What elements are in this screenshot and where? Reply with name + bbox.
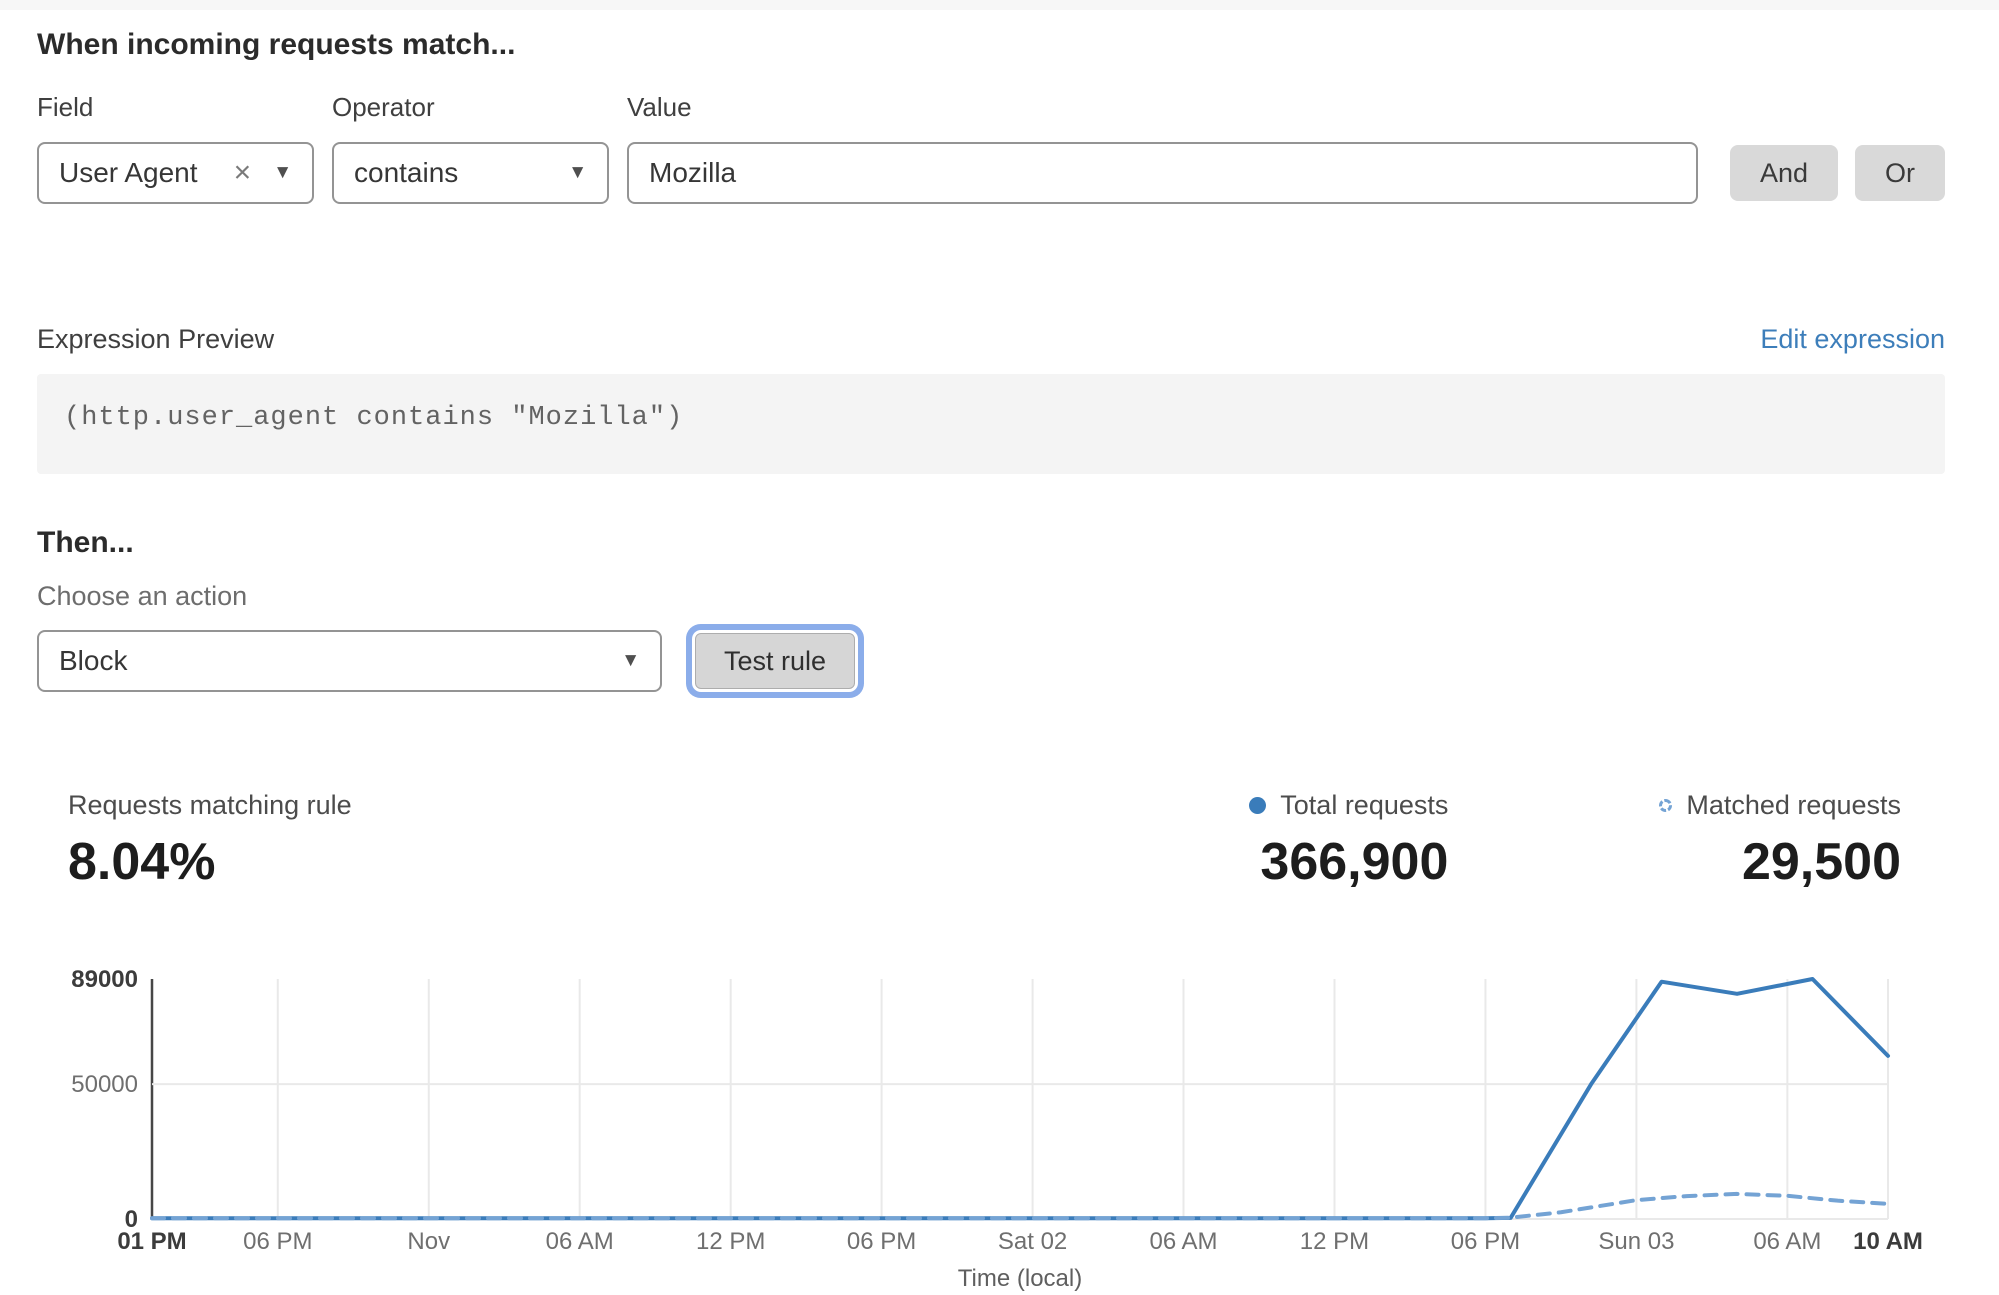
svg-text:06 PM: 06 PM xyxy=(847,1228,916,1255)
expression-preview-label: Expression Preview xyxy=(37,324,275,354)
matched-requests-legend: Matched requests xyxy=(1659,788,1901,822)
operator-select-value: contains xyxy=(354,157,459,188)
svg-text:12 PM: 12 PM xyxy=(696,1228,765,1255)
clear-field-icon[interactable]: × xyxy=(233,156,252,189)
svg-text:06 PM: 06 PM xyxy=(243,1228,312,1255)
field-select[interactable]: User Agent × ▼ xyxy=(37,142,314,204)
total-requests-legend-icon xyxy=(1249,796,1267,814)
chevron-down-icon: ▼ xyxy=(568,162,587,183)
field-label: Field xyxy=(37,92,94,122)
total-requests-legend: Total requests xyxy=(1249,788,1448,822)
action-select[interactable]: Block ▼ xyxy=(37,630,662,692)
value-label: Value xyxy=(627,92,692,122)
then-heading: Then... xyxy=(37,526,134,559)
svg-text:12 PM: 12 PM xyxy=(1300,1228,1369,1255)
svg-text:Nov: Nov xyxy=(407,1228,450,1255)
value-input[interactable] xyxy=(627,142,1698,204)
page-top-edge xyxy=(0,0,1999,10)
total-requests-label: Total requests xyxy=(1280,790,1449,820)
expression-builder-row: Field User Agent × ▼ Operator contains ▼… xyxy=(37,92,1945,204)
svg-text:06 AM: 06 AM xyxy=(546,1228,614,1255)
edit-expression-link[interactable]: Edit expression xyxy=(1760,324,1945,354)
svg-text:89000: 89000 xyxy=(71,966,138,993)
rule-stats-row: Requests matching rule 8.04% Total reque… xyxy=(68,788,1901,892)
matching-rule-value: 8.04% xyxy=(68,833,216,891)
matching-rule-label: Requests matching rule xyxy=(68,790,352,820)
stat-total-requests: Total requests 366,900 xyxy=(1249,788,1448,892)
matched-requests-value: 29,500 xyxy=(1741,833,1901,891)
svg-text:Sat 02: Sat 02 xyxy=(998,1228,1067,1255)
matched-requests-legend-icon xyxy=(1659,798,1673,812)
firewall-rule-builder: When incoming requests match... Field Us… xyxy=(0,26,1999,1295)
svg-text:10 AM: 10 AM xyxy=(1853,1228,1923,1255)
svg-text:Time (local): Time (local) xyxy=(958,1265,1082,1292)
test-rule-button[interactable]: Test rule xyxy=(695,633,856,689)
match-heading: When incoming requests match... xyxy=(37,28,516,61)
and-button[interactable]: And xyxy=(1729,145,1838,201)
svg-text:0: 0 xyxy=(125,1206,138,1233)
expression-preview-header: Expression Preview Edit expression xyxy=(37,322,1945,356)
expression-code: (http.user_agent contains "Mozilla") xyxy=(64,403,684,433)
svg-text:01 PM: 01 PM xyxy=(117,1228,186,1255)
chevron-down-icon: ▼ xyxy=(621,650,640,671)
svg-text:06 AM: 06 AM xyxy=(1753,1228,1821,1255)
chart-area: 89000 50000 0 01 PM 06 PM Nov 06 AM 12 PM 06 PM S… xyxy=(0,964,1945,1295)
svg-text:50000: 50000 xyxy=(71,1071,138,1098)
conjunction-buttons: And Or xyxy=(1729,145,1945,201)
action-select-value: Block xyxy=(59,645,128,676)
stat-matching-rule: Requests matching rule 8.04% xyxy=(68,788,352,892)
chevron-down-icon: ▼ xyxy=(273,162,292,183)
operator-select[interactable]: contains ▼ xyxy=(332,142,609,204)
field-select-value: User Agent xyxy=(59,157,198,188)
operator-label: Operator xyxy=(332,92,435,122)
total-requests-value: 366,900 xyxy=(1260,833,1449,891)
requests-chart: 89000 50000 001 PM 06 PM Nov 06 AM 12 PM 06 PM S… xyxy=(71,966,1923,1292)
or-button[interactable]: Or xyxy=(1855,145,1945,201)
stat-matched-requests: Matched requests 29,500 xyxy=(1659,788,1901,892)
choose-action-label: Choose an action xyxy=(37,581,248,611)
svg-text:06 AM: 06 AM xyxy=(1150,1228,1218,1255)
action-row: Block ▼ Test rule xyxy=(37,630,1945,692)
matched-requests-label: Matched requests xyxy=(1686,790,1901,820)
expression-code-block: (http.user_agent contains "Mozilla") xyxy=(37,374,1945,474)
svg-text:06 PM: 06 PM xyxy=(1451,1228,1520,1255)
svg-text:Sun 03: Sun 03 xyxy=(1598,1228,1674,1255)
